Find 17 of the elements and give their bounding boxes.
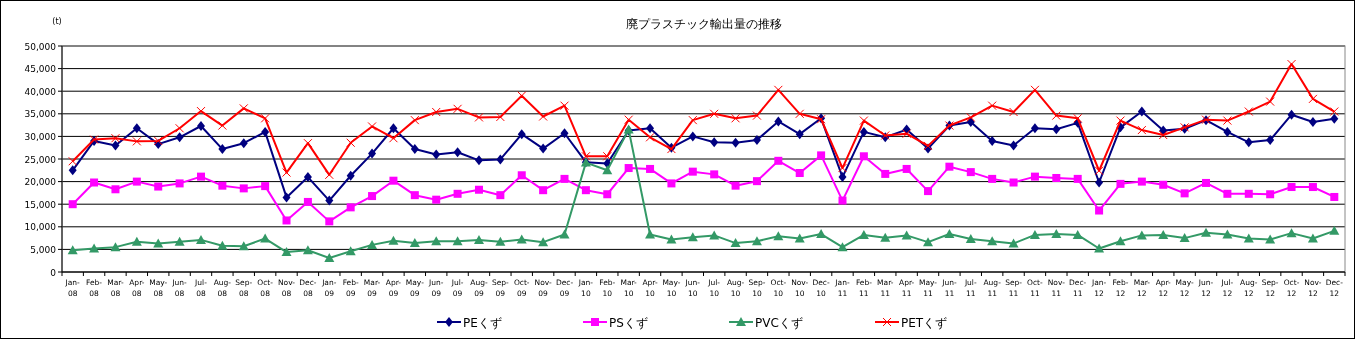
y-tick-label: 35,000: [24, 109, 57, 120]
legend-label: PETくず: [901, 315, 948, 330]
y-tick-label: 20,000: [24, 177, 57, 188]
y-axis-title: (t): [52, 17, 62, 26]
y-tick-label: 15,000: [24, 199, 57, 210]
legend-label: PVCくず: [755, 315, 803, 330]
chart-title: 廃プラスチック輸出量の推移: [625, 17, 782, 31]
y-tick-label: 0: [50, 267, 57, 278]
y-tick-label: 25,000: [24, 154, 57, 165]
legend-label: PSくず: [609, 315, 648, 330]
y-tick-label: 40,000: [24, 86, 57, 97]
y-tick-label: 5,000: [30, 244, 57, 255]
legend-label: PEくず: [463, 315, 502, 330]
y-tick-label: 30,000: [24, 131, 57, 142]
y-tick-label: 10,000: [24, 222, 57, 233]
y-tick-label: 45,000: [24, 64, 57, 75]
y-tick-label: 50,000: [24, 41, 57, 52]
